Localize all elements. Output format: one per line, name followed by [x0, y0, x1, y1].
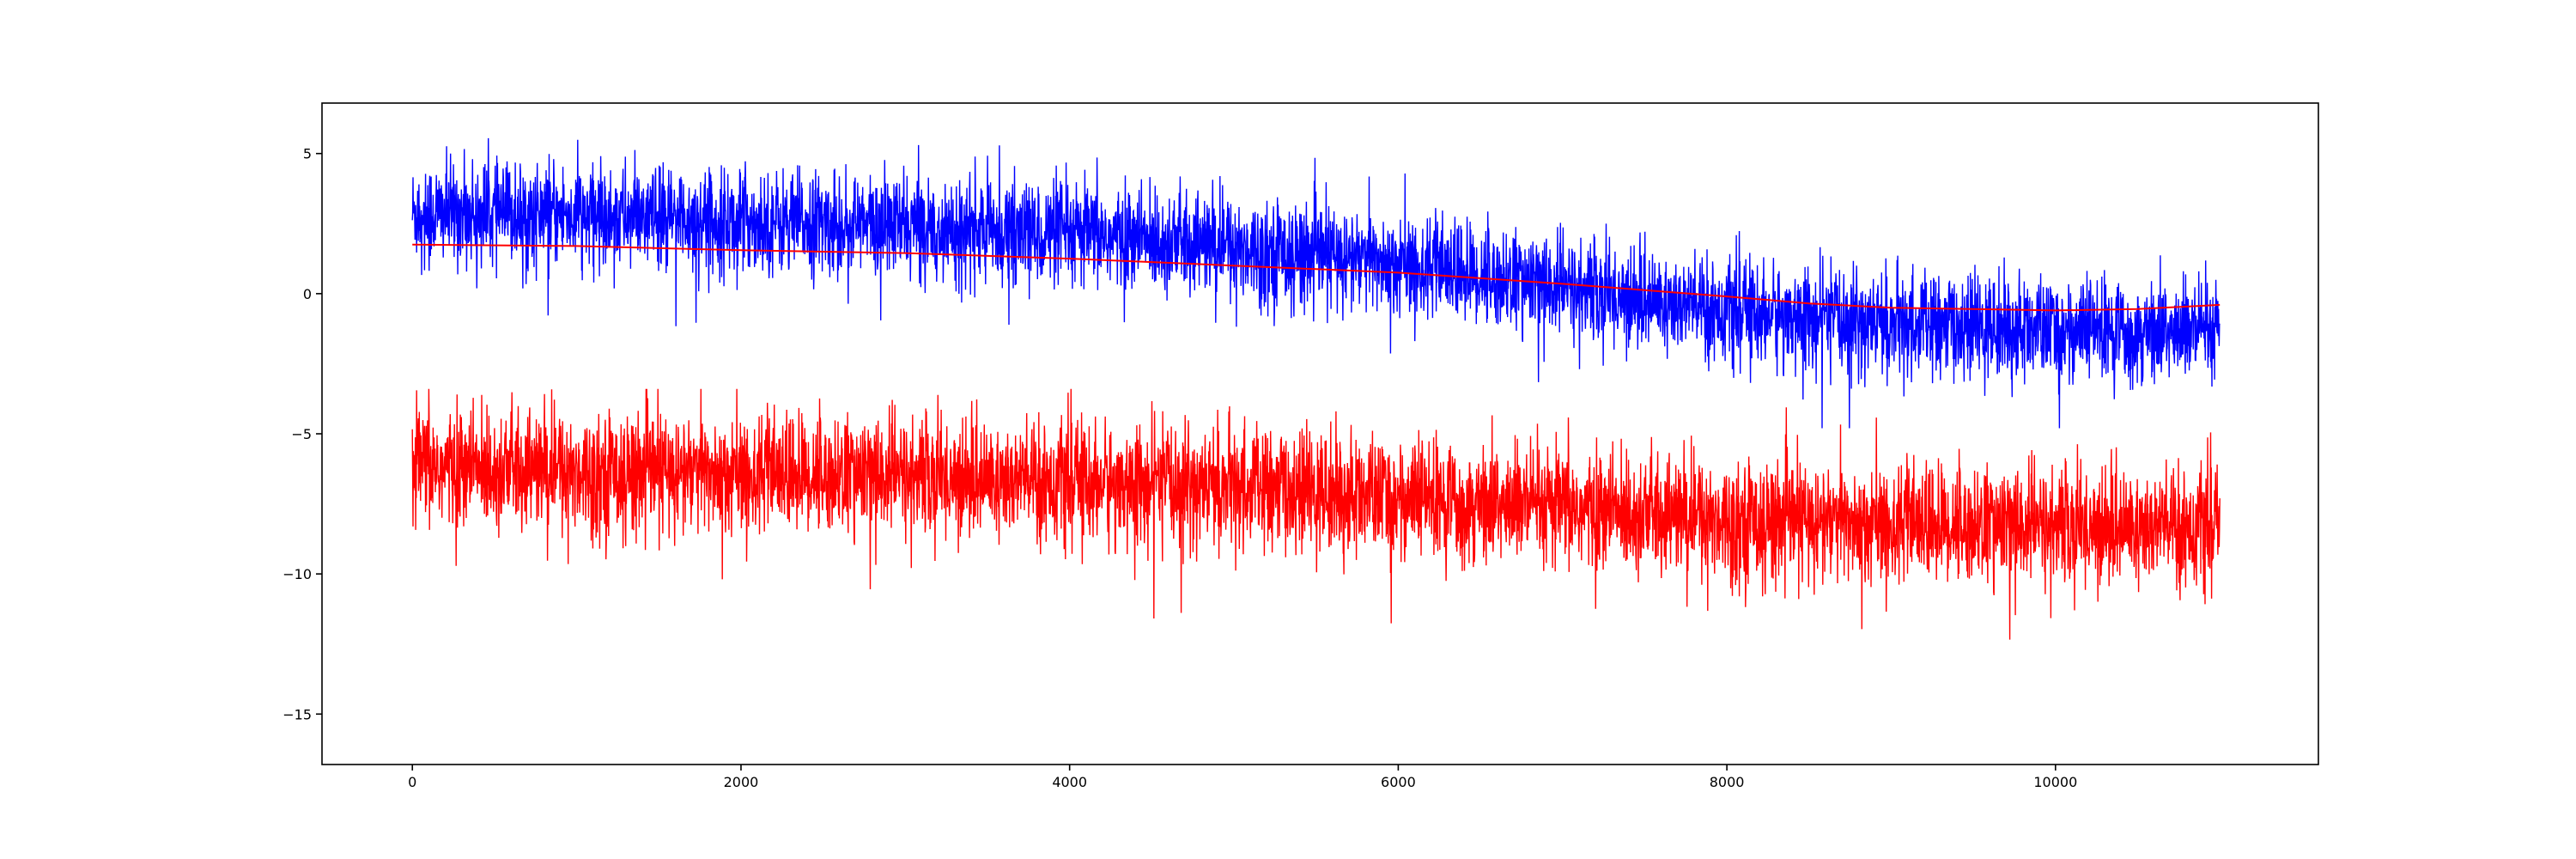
y-tick-label: 5 — [303, 146, 312, 162]
x-axis: 0 2000 4000 6000 8000 10000 — [408, 765, 2077, 790]
y-axis: 5 0 −5 −10 −15 — [283, 146, 322, 722]
y-tick-label: −10 — [283, 566, 312, 582]
y-tick-label: −5 — [291, 426, 312, 442]
x-tick-label: 4000 — [1052, 774, 1087, 790]
series-0-line — [411, 137, 2221, 429]
series-2-line — [411, 388, 2221, 640]
x-tick-label: 0 — [408, 774, 416, 790]
x-tick-label: 10000 — [2033, 774, 2077, 790]
x-tick-label: 6000 — [1381, 774, 1416, 790]
series-1-line — [412, 243, 2221, 312]
x-tick-label: 8000 — [1710, 774, 1745, 790]
y-tick-label: −15 — [283, 706, 312, 722]
x-tick-label: 2000 — [724, 774, 759, 790]
y-tick-label: 0 — [303, 286, 312, 302]
series-layer — [411, 137, 2221, 640]
